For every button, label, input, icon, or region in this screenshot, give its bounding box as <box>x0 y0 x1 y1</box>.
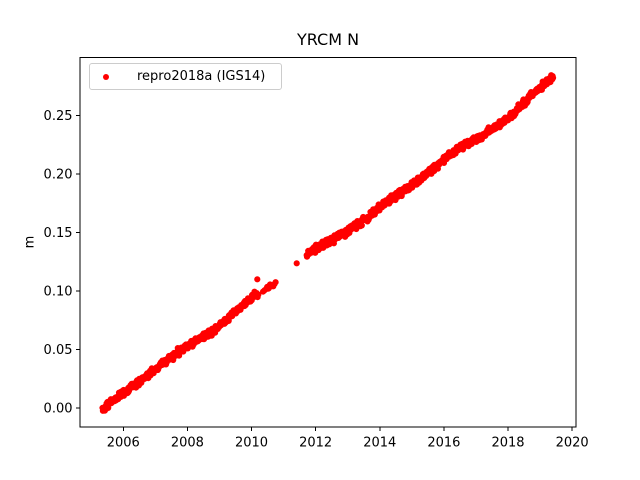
chart-title: YRCM N <box>296 30 360 49</box>
x-tick-label: 2020 <box>556 436 589 451</box>
legend-marker-dot-icon <box>103 73 109 80</box>
x-tick-label: 2018 <box>491 436 524 451</box>
legend-label: repro2018a (IGS14) <box>137 69 266 84</box>
x-tick-label: 2016 <box>427 436 460 451</box>
x-tick-label: 2014 <box>363 436 396 451</box>
x-tick-label: 2008 <box>171 436 204 451</box>
y-tick-label: 0.25 <box>44 109 73 124</box>
x-tick-label: 2010 <box>235 436 268 451</box>
plot-frame <box>79 57 577 428</box>
y-tick-label: 0.15 <box>44 226 73 241</box>
scatter-points <box>99 72 557 414</box>
y-tick-label: 0.00 <box>44 402 73 417</box>
y-tick-label: 0.20 <box>44 167 73 182</box>
legend-box: repro2018a (IGS14) <box>89 63 282 90</box>
x-tick-label: 2006 <box>107 436 140 451</box>
x-tick-label: 2012 <box>299 436 332 451</box>
y-tick-label: 0.10 <box>44 284 73 299</box>
y-axis-label: m <box>22 235 38 249</box>
y-tick-label: 0.05 <box>44 343 73 358</box>
